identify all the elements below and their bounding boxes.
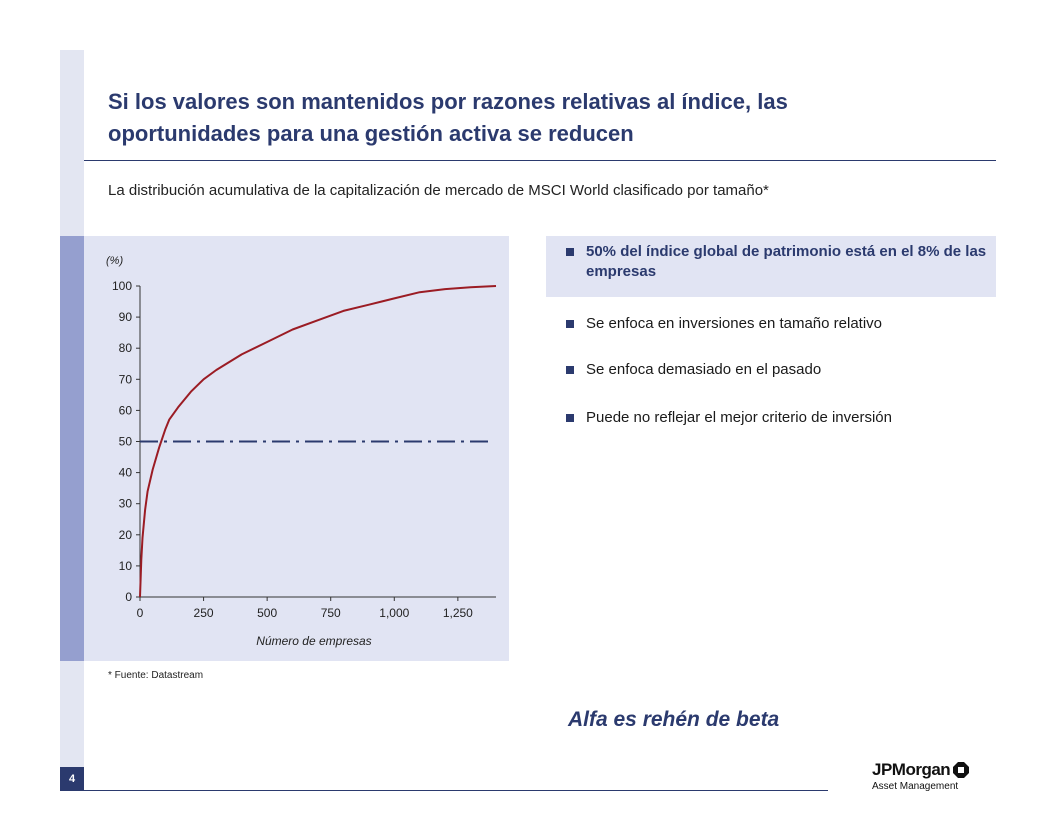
bullet-item: 50% del índice global de patrimonio está… [566, 242, 996, 282]
bullet-text: Puede no reflejar el mejor criterio de i… [586, 409, 892, 426]
bullet-square-icon [566, 366, 574, 374]
cumulative-distribution-chart: 0 10 20 30 40 50 60 70 80 90 100 0 250 500 750 1,000 1,2… [106, 255, 497, 648]
company-logo: JPMorgan Asset Management [872, 760, 970, 792]
y-tick-label: 100 [112, 279, 132, 293]
bullet-text: Se enfoca demasiado en el pasado [586, 361, 822, 378]
x-tick-label: 500 [257, 606, 277, 620]
chart-subtitle: La distribución acumulativa de la capita… [108, 182, 769, 199]
y-tick-label: 10 [119, 559, 133, 573]
source-note: * Fuente: Datastream [108, 670, 204, 681]
bullet-text: 50% del índice global de patrimonio está… [586, 243, 987, 280]
bullet-item: Puede no reflejar el mejor criterio de i… [566, 408, 996, 428]
highlight-box [546, 236, 996, 297]
x-tick-label: 250 [194, 606, 214, 620]
x-tick-label: 0 [137, 606, 144, 620]
logo-subtitle: Asset Management [872, 781, 959, 792]
page-title: Si los valores son mantenidos por razone… [108, 86, 1008, 150]
title-divider [84, 160, 996, 161]
x-tick-label: 1,250 [443, 606, 473, 620]
y-tick-label: 40 [119, 466, 133, 480]
title-line-2: oportunidades para una gestión activa se… [108, 121, 634, 146]
x-tick-label: 1,000 [379, 606, 409, 620]
y-axis-label: (%) [106, 255, 123, 267]
octagon-logo-icon [953, 762, 970, 778]
title-line-1: Si los valores son mantenidos por razone… [108, 89, 788, 114]
y-tick-label: 80 [119, 341, 133, 355]
chart-panel [84, 236, 509, 661]
cumulative-curve-line [139, 285, 497, 598]
left-accent-bar-highlight [60, 236, 84, 661]
footer-divider [84, 790, 828, 791]
tagline: Alfa es rehén de beta [568, 708, 780, 731]
y-tick-label: 30 [119, 497, 133, 511]
page-number: 4 [60, 767, 84, 791]
x-axis-label: Número de empresas [256, 634, 371, 648]
x-tick-label: 750 [321, 606, 341, 620]
y-tick-label: 20 [119, 528, 133, 542]
y-tick-label: 70 [119, 372, 133, 386]
logo-name: JPMorgan [872, 760, 951, 779]
y-tick-label: 60 [119, 403, 133, 417]
bullet-square-icon [566, 320, 574, 328]
y-tick-label: 90 [119, 310, 133, 324]
y-tick-label: 50 [119, 435, 133, 449]
bullet-square-icon [566, 248, 574, 256]
y-tick-label: 0 [125, 590, 132, 604]
bullet-item: Se enfoca demasiado en el pasado [566, 360, 996, 380]
bullet-square-icon [566, 414, 574, 422]
bullet-item: Se enfoca en inversiones en tamaño relat… [566, 314, 996, 334]
bullet-text: Se enfoca en inversiones en tamaño relat… [586, 315, 883, 332]
